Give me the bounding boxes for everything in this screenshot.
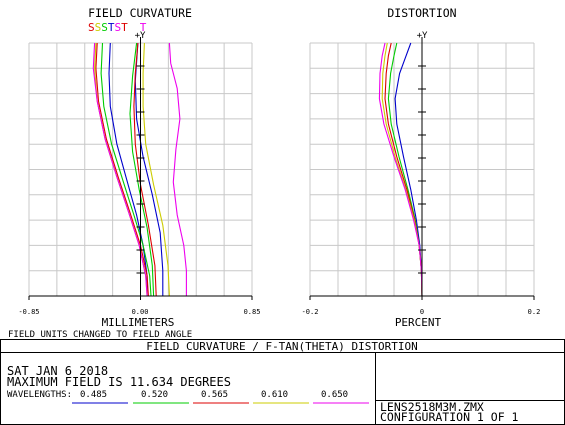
run-date: SAT JAN 6 2018 (7, 364, 108, 378)
fc-series-0.650-T (168, 42, 187, 296)
field-curvature-panel: FIELD CURVATURE SSSTST T +Y -0.85 0.00 0.… (8, 6, 260, 340)
wavelength-4: 0.610 (261, 390, 288, 400)
fc-series-0.610-T (142, 42, 170, 297)
ds-tick-min: -0.2 (302, 308, 319, 316)
ds-tick-max: 0.2 (528, 308, 541, 316)
wavelength-5: 0.650 (321, 390, 348, 400)
wavelength-2: 0.520 (141, 390, 168, 400)
fc-series-0.485-T (134, 42, 164, 296)
distortion-x-label: PERCENT (395, 316, 442, 329)
distortion-curves (378, 42, 423, 297)
field-curvature-y-label: +Y (135, 31, 146, 41)
fc-tick-min: -0.85 (18, 308, 39, 316)
st-label: S (101, 21, 108, 34)
maximum-field: MAXIMUM FIELD IS 11.634 DEGREES (7, 375, 231, 389)
info-frame: FIELD CURVATURE / F-TAN(THETA) DISTORTIO… (0, 339, 565, 425)
distortion-title: DISTORTION (387, 6, 456, 20)
title-bar: FIELD CURVATURE / F-TAN(THETA) DISTORTIO… (146, 340, 418, 353)
st-label: S (88, 21, 95, 34)
ds-tick-zero: 0 (420, 308, 424, 316)
fc-series-0.485-S (108, 42, 148, 296)
st-label: S (115, 21, 122, 34)
field-units-note: FIELD UNITS CHANGED TO FIELD ANGLE (8, 330, 192, 340)
ds-series-0.650 (378, 42, 423, 297)
fc-series-0.520-S (100, 42, 152, 297)
lens-file-name: LENS2518M3M.ZMX (380, 400, 484, 414)
wavelength-3: 0.565 (201, 390, 228, 400)
fc-series-0.650-S (92, 42, 148, 297)
field-curvature-axes (28, 37, 253, 300)
distortion-panel: DISTORTION +Y -0.2 0 0.2 PERCENT (302, 6, 541, 329)
fc-tick-zero: 0.00 (132, 308, 149, 316)
fc-series-0.565-T (133, 42, 157, 297)
st-label: T (140, 21, 147, 34)
wavelengths-label: WAVELENGTHS: (7, 390, 72, 400)
field-curvature-x-label: MILLIMETERS (102, 316, 175, 329)
field-curvature-curves (92, 42, 187, 297)
fc-series-0.565-S (95, 42, 149, 297)
wavelength-1: 0.485 (80, 390, 107, 400)
field-curvature-st-labels: SSSTST T (88, 21, 147, 34)
fc-series-0.520-T (129, 42, 155, 297)
distortion-y-label: +Y (417, 31, 428, 41)
st-label: T (121, 21, 128, 34)
st-label: T (108, 21, 115, 34)
field-curvature-title: FIELD CURVATURE (88, 6, 192, 20)
st-label: S (95, 21, 102, 34)
fc-tick-max: 0.85 (244, 308, 261, 316)
distortion-axes (309, 37, 535, 300)
configuration-label: CONFIGURATION 1 OF 1 (380, 410, 519, 424)
